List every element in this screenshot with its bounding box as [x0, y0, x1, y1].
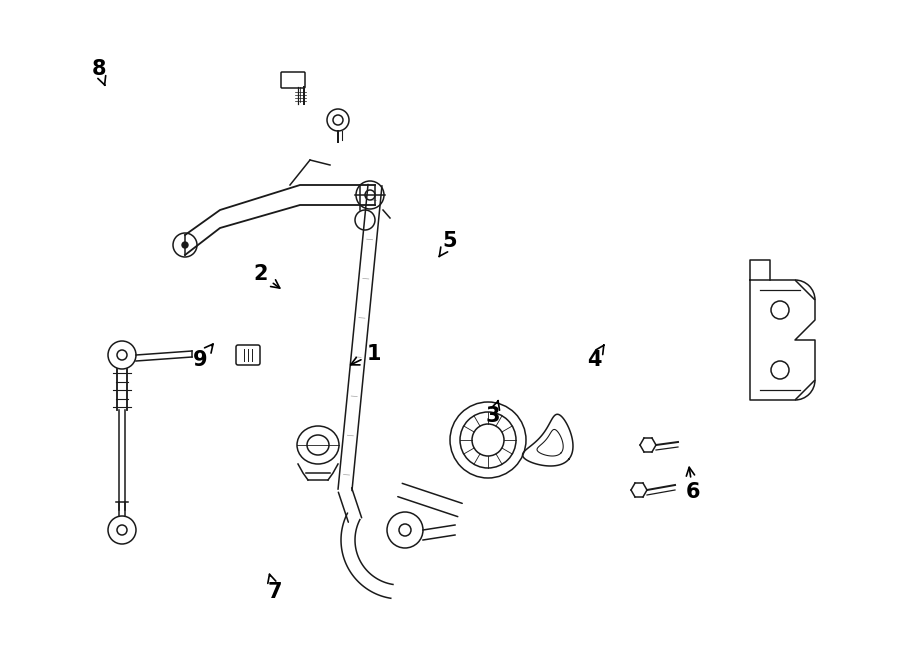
FancyBboxPatch shape — [281, 72, 305, 88]
Text: 2: 2 — [254, 264, 280, 288]
Circle shape — [108, 516, 136, 544]
Text: 5: 5 — [439, 231, 457, 256]
Circle shape — [182, 242, 188, 248]
Circle shape — [108, 341, 136, 369]
Text: 9: 9 — [193, 344, 213, 370]
Circle shape — [327, 109, 349, 131]
Text: 1: 1 — [351, 344, 381, 365]
Text: 8: 8 — [92, 59, 106, 85]
Text: 4: 4 — [587, 345, 604, 370]
Text: 6: 6 — [686, 467, 700, 502]
Text: 3: 3 — [486, 401, 500, 426]
FancyBboxPatch shape — [236, 345, 260, 365]
Text: 7: 7 — [267, 574, 282, 602]
